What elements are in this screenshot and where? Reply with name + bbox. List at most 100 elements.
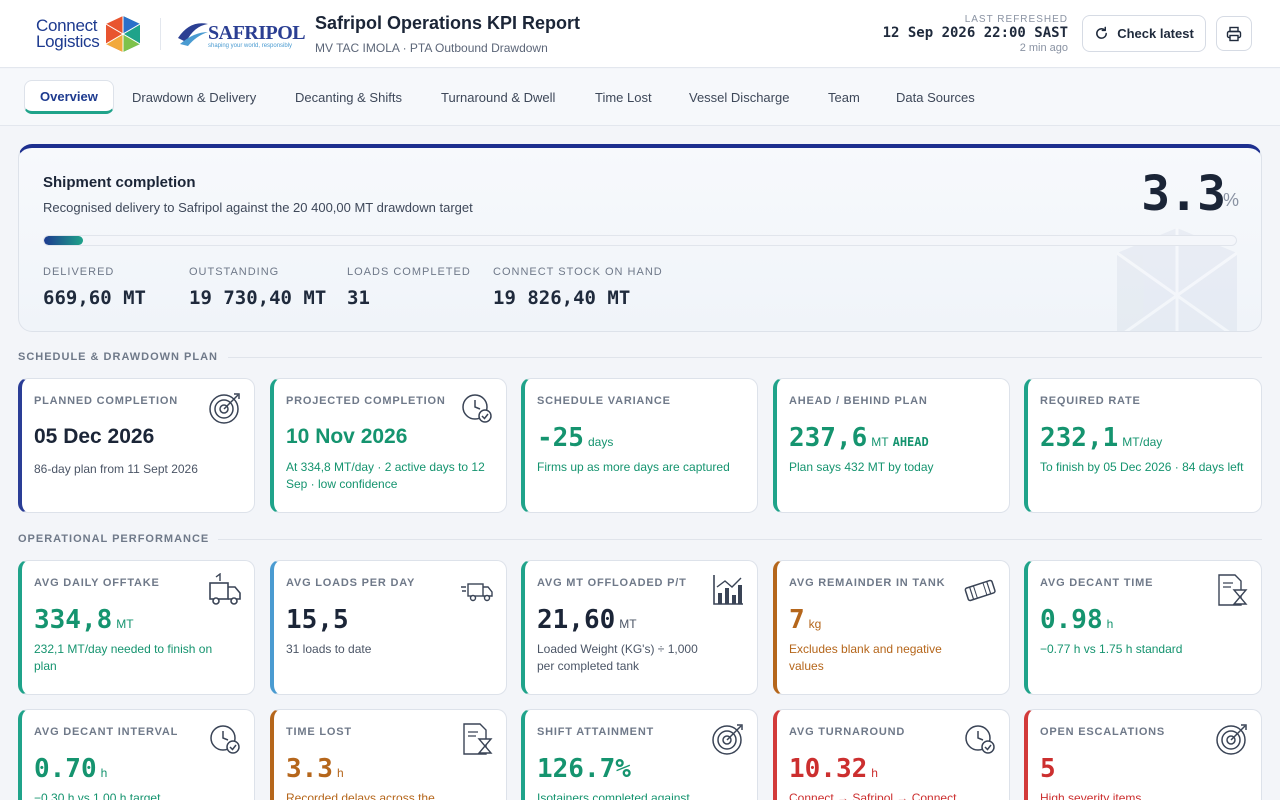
header-divider [160,18,161,50]
tab-bar: Overview Drawdown & Delivery Decanting &… [0,69,1280,126]
kpi-value: 05 Dec 2026 [34,425,155,448]
kpi-unit: h [871,766,878,780]
kpi-status: AHEAD [892,435,929,449]
clock-check-icon [462,394,492,423]
kpi-number: 0.98 [1040,605,1103,635]
stat-value: 19 730,40 MT [189,287,327,309]
kpi-label: AHEAD / BEHIND PLAN [789,395,928,407]
kpi-value: 21,60 MT [537,605,637,635]
stat-value: 669,60 MT [43,287,146,309]
kpi-unit: MT [116,617,134,631]
safripol-logo-text: SAFRIPOL [208,22,306,44]
stat-value: 31 [347,287,370,309]
kpi-value: 0.98 h [1040,605,1113,635]
app-header: Connect Logistics SAFRIPOL shaping your … [0,0,1280,68]
kpi-unit: MT/day [1122,435,1163,449]
tab-vessel-discharge[interactable]: Vessel Discharge [689,89,790,105]
kpi-card-required-rate: REQUIRED RATE 232,1 MT/day To finish by 0… [1024,378,1262,513]
kpi-value: 7 kg [789,605,821,635]
kpi-label: AVG REMAINDER IN TANK [789,577,946,589]
kpi-note: Recorded delays across the [286,791,435,800]
kpi-unit: days [587,435,614,449]
kpi-unit: h [1106,617,1114,631]
tab-drawdown-delivery[interactable]: Drawdown & Delivery [132,89,257,105]
kpi-value: 10 Nov 2026 [286,425,408,448]
kpi-note: Loaded Weight (KG's) ÷ 1,000 per complet… [537,642,698,673]
kpi-number: 21,60 [537,605,616,635]
kpi-note: −0.77 h vs 1.75 h standard [1040,642,1183,656]
kpi-card-avg-daily-offtake: AVG DAILY OFFTAKE 334,8 MT 232,1 MT/day n… [18,560,255,695]
kpi-label: AVG DECANT INTERVAL [34,726,179,738]
kpi-label: AVG MT OFFLOADED P/T [537,577,687,589]
target-icon [1216,724,1247,755]
completion-percent-sign: % [1222,190,1239,210]
tab-overview[interactable]: Overview [24,80,114,114]
chart-icon [713,575,743,605]
tab-team[interactable]: Team [828,89,860,105]
kpi-value: 10.32 h [789,754,878,784]
kpi-unit: MT [871,435,889,449]
kpi-value: 0.70 h [34,754,107,784]
kpi-note: −0.30 h vs 1.00 h target [34,791,161,800]
kpi-label: TIME LOST [286,726,352,738]
last-refreshed-ago: 2 min ago [1019,42,1068,54]
safripol-tagline: shaping your world, responsibly [208,43,293,49]
kpi-unit: h [336,766,344,780]
kpi-note: Plan says 432 MT by today [789,460,934,474]
kpi-unit: MT [619,617,637,631]
kpi-label: AVG DECANT TIME [1040,577,1154,589]
kpi-note: 31 loads to date [286,642,372,656]
fast-truck-icon [461,583,493,602]
completion-progress-bar [43,235,1237,246]
connect-logo-text: Connect Logistics [36,16,100,51]
kpi-label: AVG LOADS PER DAY [286,577,416,589]
truck-loading-icon [209,573,241,605]
kpi-card-ahead-behind-plan: AHEAD / BEHIND PLAN 237,6 MT AHEAD Plan sa… [773,378,1010,513]
tab-turnaround-dwell[interactable]: Turnaround & Dwell [441,89,556,105]
kpi-card-avg-mt-offloaded: AVG MT OFFLOADED P/T 21,60 MT Loaded Weig… [521,560,758,695]
printer-icon [1226,26,1242,41]
kpi-note: Isotainers completed against [537,791,690,800]
target-icon [209,393,240,424]
kpi-number: 0.70 [34,754,97,784]
section-schedule-heading: SCHEDULE & DRAWDOWN PLAN [18,351,218,363]
last-refreshed-label: LAST REFRESHED [964,14,1068,25]
tab-decanting-shifts[interactable]: Decanting & Shifts [295,89,402,105]
kpi-card-schedule-variance: SCHEDULE VARIANCE -25 days Firms up as mo… [521,378,758,513]
page-subtitle: MV TAC IMOLA · PTA Outbound Drawdown [315,41,548,55]
stat-value: 19 826,40 MT [493,287,631,309]
clock-check-icon [210,725,240,754]
kpi-value: 3.3 h [286,754,344,784]
tank-icon [964,579,996,602]
kpi-card-avg-decant-interval: AVG DECANT INTERVAL 0.70 h −0.30 h vs 1.0… [18,709,255,800]
kpi-unit: h [100,766,108,780]
kpi-number: 334,8 [34,605,113,635]
kpi-note: Excludes blank and negative values [789,642,942,673]
hourglass-doc-icon [1218,574,1248,606]
stat-delivered: DELIVERED 669,60 MT [43,266,146,309]
kpi-label: PROJECTED COMPLETION [286,395,446,407]
kpi-value: 232,1 MT/day [1040,423,1162,453]
kpi-note: At 334,8 MT/day · 2 active days to 12 Se… [286,460,485,491]
connect-watermark-icon [1117,228,1237,331]
kpi-number: 237,6 [789,423,868,453]
kpi-number: 10.32 [789,754,868,784]
kpi-value: 15,5 [286,605,349,635]
kpi-card-open-escalations: OPEN ESCALATIONS 5 High severity items [1024,709,1262,800]
kpi-number: 7 [789,605,805,635]
section-divider [228,357,1262,358]
kpi-card-planned-completion: PLANNED COMPLETION 05 Dec 2026 86-day pl… [18,378,255,513]
kpi-note: To finish by 05 Dec 2026 · 84 days left [1040,460,1244,474]
refresh-icon [1096,26,1108,39]
kpi-label: AVG DAILY OFFTAKE [34,577,160,589]
kpi-label: PLANNED COMPLETION [34,395,178,407]
hero-description: Recognised delivery to Safripol against … [43,200,473,215]
kpi-unit: kg [808,617,822,631]
check-latest-button[interactable]: Check latest [1082,15,1206,52]
completion-progress-fill [44,236,84,245]
tab-data-sources[interactable]: Data Sources [896,89,975,105]
section-divider [218,539,1262,540]
tab-time-lost[interactable]: Time Lost [595,89,652,105]
print-button[interactable] [1216,16,1252,51]
kpi-card-avg-turnaround: AVG TURNAROUND 10.32 h Connect → Safripol… [773,709,1010,800]
